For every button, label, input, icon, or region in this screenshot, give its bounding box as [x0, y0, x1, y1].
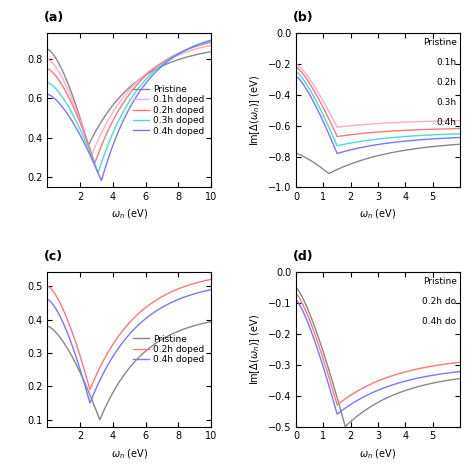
Y-axis label: Im[$\Delta(\omega_n)$] (eV): Im[$\Delta(\omega_n)$] (eV)	[248, 314, 262, 385]
Text: (b): (b)	[293, 11, 313, 24]
Text: (d): (d)	[293, 250, 313, 263]
X-axis label: $\omega_n$ (eV): $\omega_n$ (eV)	[359, 208, 397, 221]
Text: 0.4h do: 0.4h do	[422, 317, 456, 326]
Legend: Pristine, 0.2h doped, 0.4h doped: Pristine, 0.2h doped, 0.4h doped	[131, 333, 207, 366]
Legend: Pristine, 0.1h doped, 0.2h doped, 0.3h doped, 0.4h doped: Pristine, 0.1h doped, 0.2h doped, 0.3h d…	[131, 83, 207, 137]
Text: 0.2h do: 0.2h do	[422, 297, 456, 306]
Y-axis label: Im[$\Delta(\omega_n)$] (eV): Im[$\Delta(\omega_n)$] (eV)	[248, 75, 262, 146]
X-axis label: $\omega_n$ (eV): $\omega_n$ (eV)	[110, 447, 148, 461]
Text: Pristine: Pristine	[423, 38, 456, 47]
Text: (a): (a)	[44, 11, 64, 24]
Text: 0.3h: 0.3h	[437, 98, 456, 107]
Text: Pristine: Pristine	[423, 277, 456, 286]
Text: 0.1h: 0.1h	[437, 58, 456, 67]
Text: 0.4h: 0.4h	[437, 118, 456, 127]
Text: 0.2h: 0.2h	[437, 78, 456, 87]
X-axis label: $\omega_n$ (eV): $\omega_n$ (eV)	[110, 208, 148, 221]
X-axis label: $\omega_n$ (eV): $\omega_n$ (eV)	[359, 447, 397, 461]
Text: (c): (c)	[44, 250, 63, 263]
